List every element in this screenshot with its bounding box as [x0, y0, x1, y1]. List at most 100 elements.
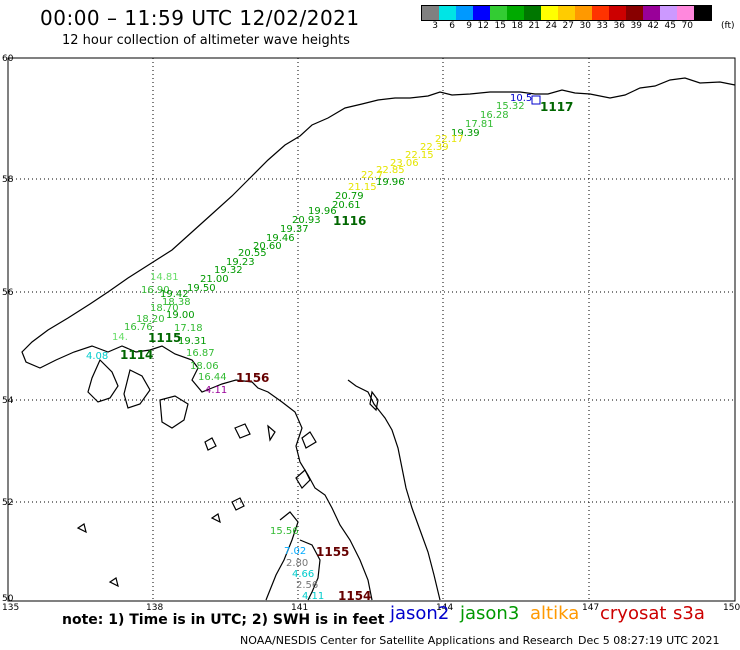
- swh-observation: 20.60: [253, 241, 282, 252]
- coastline: [21, 77, 736, 601]
- orbit-label: 1114: [120, 348, 153, 362]
- map-frame: [7, 57, 736, 602]
- swh-observation: 4.08: [86, 351, 108, 362]
- legend-label: 6: [449, 21, 455, 31]
- swh-observation: 23.06: [390, 158, 419, 169]
- legend-swatch: [473, 6, 490, 20]
- legend-swatch: [507, 6, 524, 20]
- lat-label: 54: [2, 396, 14, 406]
- lat-label: 52: [2, 498, 13, 508]
- lat-label: 60: [2, 54, 14, 64]
- swh-observation: 20.55: [238, 248, 267, 259]
- legend-label: 36: [613, 21, 625, 31]
- credit-text: NOAA/NESDIS Center for Satellite Applica…: [240, 634, 574, 647]
- legend-swatch: [609, 6, 626, 20]
- swh-observation: 4.11: [302, 591, 324, 602]
- swh-observation: 14.81: [150, 272, 179, 283]
- orbit-label: 1155: [316, 545, 349, 559]
- legend-swatch: [592, 6, 609, 20]
- orbit-label: 1116: [333, 214, 366, 228]
- legend-swatch: [677, 6, 694, 20]
- swh-observation: 16.28: [480, 110, 509, 121]
- legend-label: 39: [630, 21, 642, 31]
- legend-label: 30: [579, 21, 591, 31]
- map-subtitle: 12 hour collection of altimeter wave hei…: [62, 33, 350, 48]
- swh-observation: 20.79: [335, 191, 364, 202]
- swh-observation: 19.50: [187, 283, 216, 294]
- legend-label: 15: [494, 21, 506, 31]
- sat-jason2: jason2: [390, 603, 450, 624]
- swh-observation: 14.: [112, 332, 128, 343]
- legend-swatch: [422, 6, 439, 20]
- legend-label: 33: [596, 21, 608, 31]
- sat-cryosat: cryosat: [600, 603, 667, 624]
- legend-swatch: [439, 6, 456, 20]
- swh-observation: 22.85: [376, 165, 405, 176]
- legend-label: 3: [432, 21, 438, 31]
- sat-altika: altika: [530, 603, 580, 624]
- legend-unit: (ft): [721, 21, 735, 31]
- legend-label: 18: [511, 21, 523, 31]
- observations-layer: 10.515.3216.2817.8119.3922.1722.3922.152…: [86, 93, 532, 602]
- swh-observation: 18.06: [190, 361, 219, 372]
- swh-observation: 19.46: [266, 233, 295, 244]
- color-scale-labels: 3 6 9 12 15 18 21 24 27 30 33 36 39 42 45 70: [421, 21, 693, 31]
- sat-jason3: jason3: [460, 603, 520, 624]
- lat-label: 50: [2, 594, 14, 604]
- swh-observation: 19.31: [178, 336, 207, 347]
- legend-swatch: [660, 6, 677, 20]
- swh-observation: 16.44: [198, 372, 227, 383]
- swh-observation: 4.66: [292, 569, 314, 580]
- legend-swatch: [558, 6, 575, 20]
- orbit-label: 1154: [338, 589, 371, 603]
- swh-observation: 21.00: [200, 274, 229, 285]
- swh-observation: 19.39: [451, 128, 480, 139]
- swh-observation: 18.38: [162, 297, 191, 308]
- color-scale-legend: [421, 5, 712, 21]
- swh-observation: 19.37: [280, 224, 309, 235]
- swh-observation: 19.96: [376, 177, 405, 188]
- swh-observation: 20.61: [332, 200, 361, 211]
- orbit-label: 1156: [236, 371, 269, 385]
- swh-observation: 21.15: [348, 182, 377, 193]
- swh-observation: 22.15: [405, 150, 434, 161]
- legend-label: 9: [466, 21, 472, 31]
- swh-observation: 16.76: [124, 322, 153, 333]
- lon-label: 150: [723, 603, 740, 613]
- legend-label: 70: [681, 21, 693, 31]
- legend-label: 21: [528, 21, 540, 31]
- swh-observation: 20.93: [292, 215, 321, 226]
- legend-swatch: [456, 6, 473, 20]
- timestamp-text: Dec 5 08:27:19 UTC 2021: [578, 634, 720, 647]
- swh-observation: 4.11: [205, 385, 227, 396]
- swh-observation: 17.81: [465, 119, 494, 130]
- jason2-marker: [531, 95, 541, 105]
- legend-label: 27: [562, 21, 574, 31]
- swh-observation: 18.20: [136, 314, 165, 325]
- swh-observation: 22.39: [420, 142, 449, 153]
- footer-note: note: 1) Time is in UTC; 2) SWH is in fe…: [62, 612, 385, 628]
- lon-label: 135: [2, 603, 19, 613]
- legend-label: 24: [545, 21, 557, 31]
- sat-s3a: s3a: [673, 603, 705, 624]
- swh-observation: 2.56: [296, 580, 318, 591]
- swh-observation: 19.32: [214, 265, 243, 276]
- legend-swatch: [575, 6, 592, 20]
- swh-observation: 19.42: [160, 289, 189, 300]
- swh-observation: 19.00: [166, 310, 195, 321]
- swh-observation: 7.02: [284, 546, 306, 557]
- legend-label: 42: [647, 21, 659, 31]
- axis-labels: 135 138 141 144 147 150 60 58 56 54 52 5…: [2, 54, 740, 613]
- swh-observation: 22.17: [435, 134, 464, 145]
- swh-observation: 18.70: [150, 303, 179, 314]
- swh-observation: 15.32: [496, 101, 525, 112]
- lat-label: 58: [2, 175, 14, 185]
- orbit-label: 1117: [540, 100, 573, 114]
- graticule: [8, 58, 735, 601]
- legend-swatch: [694, 6, 711, 20]
- swh-observation: 22.7: [361, 170, 383, 181]
- swh-observation: 2.80: [286, 558, 308, 569]
- map-title: 00:00 – 11:59 UTC 12/02/2021: [40, 6, 360, 30]
- swh-observation: 10.5: [510, 93, 532, 104]
- legend-label: 45: [664, 21, 676, 31]
